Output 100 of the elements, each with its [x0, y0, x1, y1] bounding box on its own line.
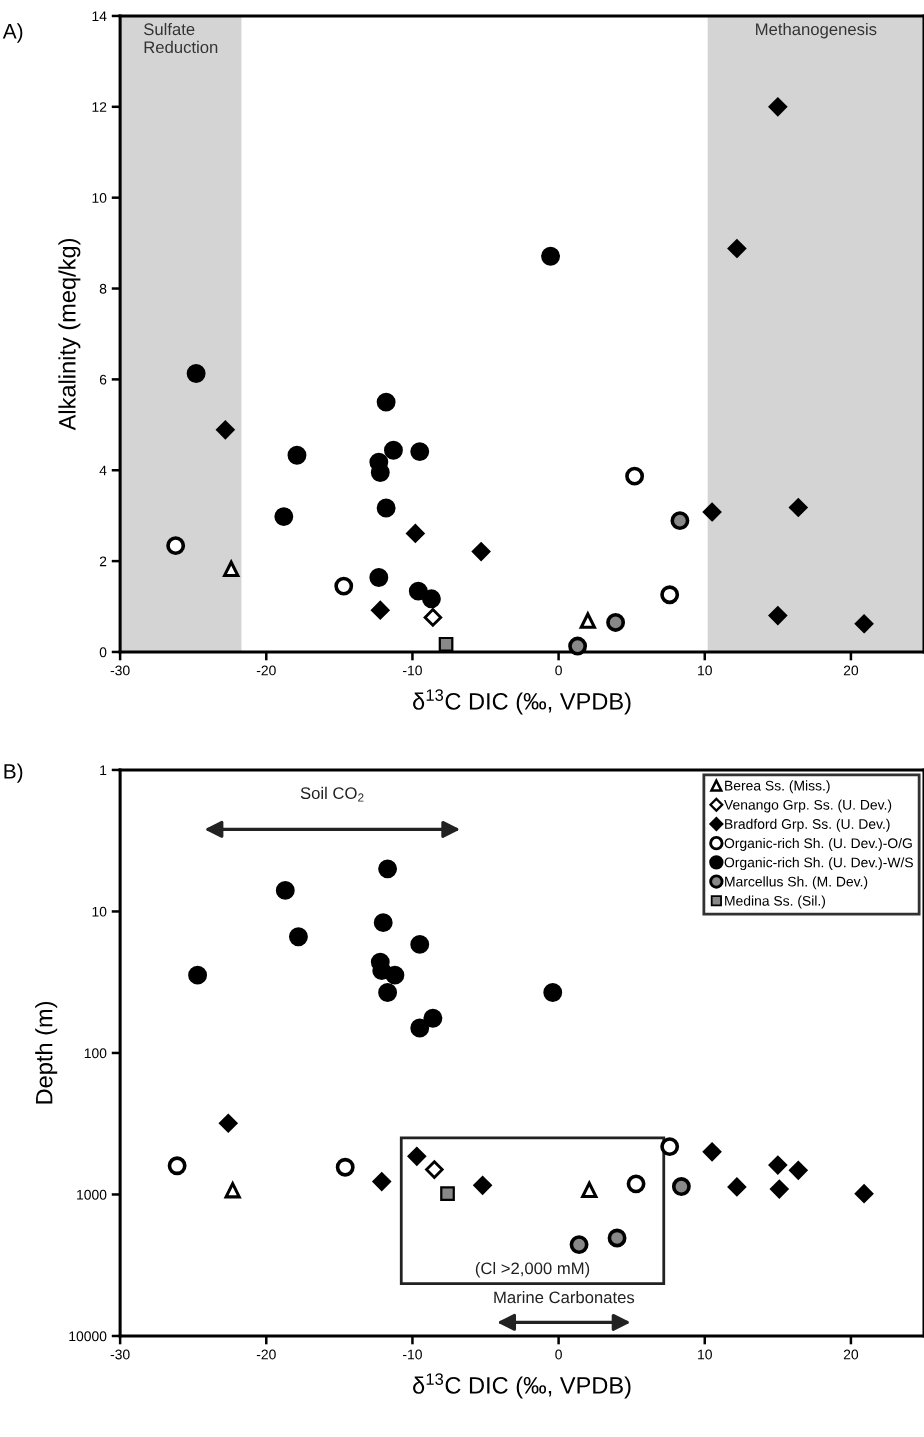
- point: [334, 576, 354, 596]
- band-label: Sulfate Reduction: [144, 22, 218, 54]
- x-axis-title: δ$^{13}$C DIC (‰, VPDB): [413, 1373, 631, 1399]
- point: [219, 1114, 238, 1133]
- point: [423, 1008, 443, 1028]
- point: [854, 614, 874, 634]
- point: [770, 1179, 789, 1199]
- point: [371, 600, 390, 620]
- x-tick-label: 20: [843, 1349, 859, 1360]
- point: [275, 880, 295, 900]
- y-tick-label: 8: [99, 283, 107, 294]
- y-tick-label: 2: [99, 556, 107, 567]
- point: [406, 524, 425, 543]
- point: [383, 440, 403, 460]
- point: [410, 934, 430, 954]
- chart-title: A): [2, 23, 23, 43]
- legend-label: Bradford Grp. Ss. (U. Dev.): [725, 818, 890, 832]
- legend-label: Medina Ss. (Sil.): [725, 895, 826, 909]
- x-tick-label: -30: [110, 665, 130, 676]
- y-axis-title: Depth (m): [35, 1001, 58, 1104]
- point: [607, 1228, 627, 1248]
- point: [408, 581, 428, 601]
- band-label: Methanogenesis: [756, 22, 877, 39]
- point: [768, 606, 788, 625]
- point: [167, 1156, 187, 1176]
- point: [425, 1160, 444, 1179]
- x-tick-label: 0: [555, 665, 562, 676]
- legend-label: Organic-rich Sh. (U. Dev.)-W/S: [724, 857, 913, 871]
- point: [854, 1184, 874, 1203]
- point: [660, 585, 680, 605]
- x-tick-label: 10: [698, 1349, 712, 1360]
- point: [423, 608, 443, 627]
- y-tick-label: 14: [92, 11, 107, 21]
- y-tick-label: 6: [99, 374, 107, 385]
- point: [370, 463, 390, 482]
- point: [378, 859, 398, 879]
- x-tick-label: 20: [843, 665, 859, 676]
- x-axis-title: δ$^{13}$C DIC (‰, VPDB): [413, 689, 631, 715]
- point: [378, 983, 398, 1002]
- annotation: Soil CO$_{2}$: [300, 786, 364, 802]
- point: [702, 502, 722, 522]
- point: [186, 364, 206, 383]
- annotation: (Cl >2,000 mM): [475, 1261, 590, 1278]
- point: [407, 1147, 427, 1166]
- point: [626, 1174, 646, 1194]
- point: [166, 536, 186, 556]
- chart-title: B): [4, 763, 23, 783]
- point: [606, 612, 626, 632]
- point: [373, 913, 393, 933]
- y-tick-label: 10: [92, 193, 107, 203]
- y-tick-label: 1000: [77, 1189, 107, 1200]
- point: [789, 498, 808, 517]
- point: [385, 965, 405, 985]
- point: [543, 983, 563, 1002]
- point: [369, 568, 389, 587]
- point: [727, 239, 747, 258]
- point: [421, 589, 441, 609]
- point: [440, 1186, 455, 1202]
- y-tick-label: 4: [99, 465, 107, 476]
- x-tick-label: -10: [403, 665, 422, 676]
- point: [702, 1142, 722, 1162]
- point: [671, 1177, 691, 1196]
- point: [222, 558, 241, 577]
- legend-label: Berea Ss. (Miss.): [725, 780, 830, 794]
- point: [727, 1177, 747, 1197]
- x-tick-label: -20: [256, 665, 276, 676]
- point: [410, 1018, 430, 1038]
- point: [410, 442, 430, 462]
- point: [471, 542, 491, 561]
- point: [335, 1157, 355, 1177]
- point: [789, 1161, 808, 1180]
- point: [579, 612, 596, 629]
- point: [224, 1182, 241, 1199]
- annotation: Marine Carbonates: [494, 1291, 635, 1304]
- x-tick-label: 10: [698, 665, 712, 676]
- point: [473, 1176, 492, 1195]
- point: [216, 420, 235, 440]
- point: [376, 392, 396, 412]
- point: [660, 1137, 680, 1157]
- point: [288, 927, 308, 947]
- x-tick-label: -20: [256, 1349, 276, 1360]
- point: [625, 466, 645, 486]
- y-tick-label: 10: [92, 906, 107, 917]
- point: [580, 1179, 599, 1198]
- y-axis-title: Alkalinity (meq/kg): [58, 238, 81, 431]
- point: [670, 511, 690, 531]
- x-tick-label: -10: [403, 1349, 422, 1360]
- legend-label: Venango Grp. Ss. (U. Dev.): [724, 799, 892, 813]
- point: [188, 965, 208, 985]
- point: [376, 498, 396, 518]
- point: [541, 246, 561, 266]
- x-tick-label: 0: [555, 1349, 562, 1360]
- y-tick-label: 10000: [69, 1331, 107, 1342]
- point: [568, 636, 588, 656]
- legend-label: Marcellus Sh. (M. Dev.): [725, 876, 868, 890]
- point: [287, 445, 307, 465]
- y-tick-label: 0: [99, 647, 107, 658]
- x-tick-label: -30: [110, 1349, 130, 1360]
- point: [438, 636, 454, 652]
- legend-label: Organic-rich Sh. (U. Dev.)-O/G: [724, 837, 912, 851]
